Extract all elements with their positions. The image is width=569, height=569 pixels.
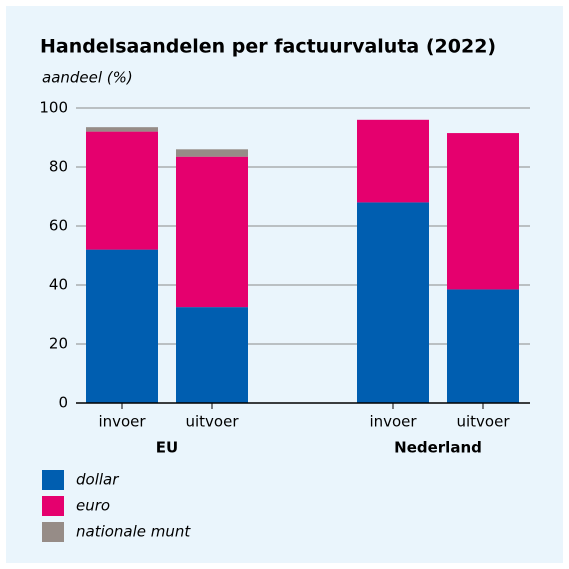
x-tick-label: invoer [369, 413, 417, 431]
legend-label: nationale munt [76, 523, 191, 541]
y-tick-label: 20 [49, 335, 68, 353]
bar-segment [86, 131, 158, 250]
y-tick-label: 100 [39, 99, 68, 117]
y-tick-label: 0 [58, 394, 68, 412]
group-label: Nederland [394, 439, 482, 457]
bar-segment [86, 249, 158, 403]
y-tick-label: 80 [49, 158, 68, 176]
x-tick-label: invoer [98, 413, 146, 431]
legend-swatch [42, 522, 64, 542]
x-tick-label: uitvoer [456, 413, 510, 431]
legend-swatch [42, 470, 64, 490]
chart-title: Handelsaandelen per factuurvaluta (2022) [40, 36, 496, 58]
bar-segment [447, 133, 519, 290]
legend-label: dollar [76, 471, 119, 489]
legend-label: euro [76, 497, 110, 515]
bar-segment [176, 149, 248, 157]
y-axis-label: aandeel (%) [42, 69, 133, 87]
bar-segment [176, 307, 248, 403]
bar-segment [357, 202, 429, 403]
legend-swatch [42, 496, 64, 516]
group-label: EU [156, 439, 178, 457]
bar-segment [447, 289, 519, 403]
y-tick-label: 40 [49, 276, 68, 294]
bar-segment [86, 127, 158, 132]
y-tick-label: 60 [49, 217, 68, 235]
bar-segment [357, 119, 429, 203]
bar-segment [176, 156, 248, 308]
x-tick-label: uitvoer [185, 413, 239, 431]
